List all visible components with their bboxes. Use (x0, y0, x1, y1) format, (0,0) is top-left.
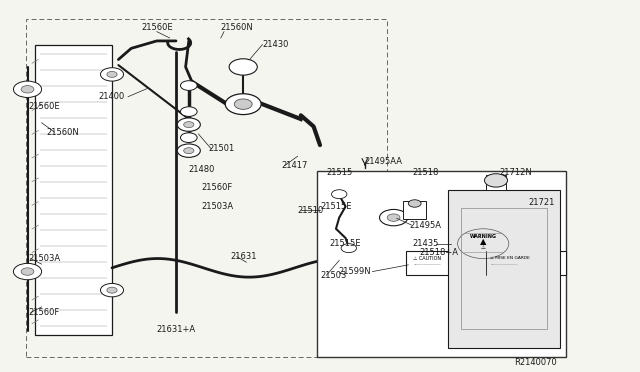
Text: ─────────────: ───────────── (490, 263, 517, 267)
Text: 21503A: 21503A (29, 254, 61, 263)
Bar (26, 19, 387, 357)
Text: 21518: 21518 (412, 168, 439, 177)
Bar (448, 190, 560, 348)
Text: 21435: 21435 (412, 239, 438, 248)
Text: 21400: 21400 (99, 92, 125, 101)
Circle shape (408, 200, 421, 207)
Circle shape (184, 148, 194, 154)
Text: 21503A: 21503A (202, 202, 234, 211)
Text: 21560E: 21560E (141, 23, 173, 32)
Circle shape (184, 122, 194, 128)
Text: ─────────────: ───────────── (413, 263, 440, 267)
Text: ▲: ▲ (480, 237, 486, 246)
Text: 21510: 21510 (298, 206, 324, 215)
Circle shape (332, 190, 347, 199)
Text: 21495A: 21495A (410, 221, 442, 230)
Circle shape (180, 133, 197, 142)
Text: 21631: 21631 (230, 252, 257, 261)
Circle shape (225, 94, 261, 115)
Text: 21515: 21515 (326, 168, 353, 177)
Text: 21599N: 21599N (339, 267, 371, 276)
Text: 21560N: 21560N (46, 128, 79, 137)
Text: 21501: 21501 (208, 144, 234, 153)
Text: 21631+A: 21631+A (157, 325, 196, 334)
Circle shape (100, 283, 124, 297)
Text: 21712N: 21712N (499, 168, 532, 177)
Text: 21515E: 21515E (320, 202, 351, 211)
Circle shape (13, 81, 42, 97)
Text: 21721: 21721 (528, 198, 554, 207)
Bar (35, 45, 112, 335)
Text: R2140070: R2140070 (514, 358, 557, 367)
Circle shape (13, 263, 42, 280)
Text: WARNING: WARNING (470, 234, 497, 240)
Circle shape (387, 214, 400, 221)
Text: 21560N: 21560N (221, 23, 253, 32)
Text: 21503: 21503 (320, 271, 346, 280)
Circle shape (180, 81, 197, 90)
Bar (317, 171, 566, 357)
Text: 21515E: 21515E (330, 239, 361, 248)
Circle shape (177, 118, 200, 131)
Text: 21417: 21417 (282, 161, 308, 170)
Text: 21518+A: 21518+A (419, 248, 458, 257)
Circle shape (107, 287, 117, 293)
Bar (461, 208, 547, 329)
Circle shape (341, 244, 356, 253)
Text: ⚠: ⚠ (481, 245, 486, 250)
Circle shape (177, 144, 200, 157)
Circle shape (229, 59, 257, 75)
Text: 21560E: 21560E (29, 102, 60, 110)
Circle shape (484, 174, 508, 187)
Text: ⚠ MISE EN GARDE: ⚠ MISE EN GARDE (490, 256, 529, 260)
Text: 21480: 21480 (189, 165, 215, 174)
Circle shape (234, 99, 252, 109)
Bar (406, 251, 566, 275)
Text: 21560F: 21560F (29, 308, 60, 317)
Circle shape (100, 68, 124, 81)
Text: 21430: 21430 (262, 40, 289, 49)
Bar (486, 175, 506, 190)
Circle shape (21, 86, 34, 93)
Circle shape (380, 209, 408, 226)
Circle shape (180, 107, 197, 116)
Circle shape (107, 71, 117, 77)
Circle shape (452, 226, 514, 262)
Text: 21560F: 21560F (202, 183, 233, 192)
Text: 21495AA: 21495AA (365, 157, 403, 166)
Bar (403, 201, 426, 219)
Circle shape (21, 268, 34, 275)
Text: ⚠ CAUTION: ⚠ CAUTION (413, 256, 441, 261)
